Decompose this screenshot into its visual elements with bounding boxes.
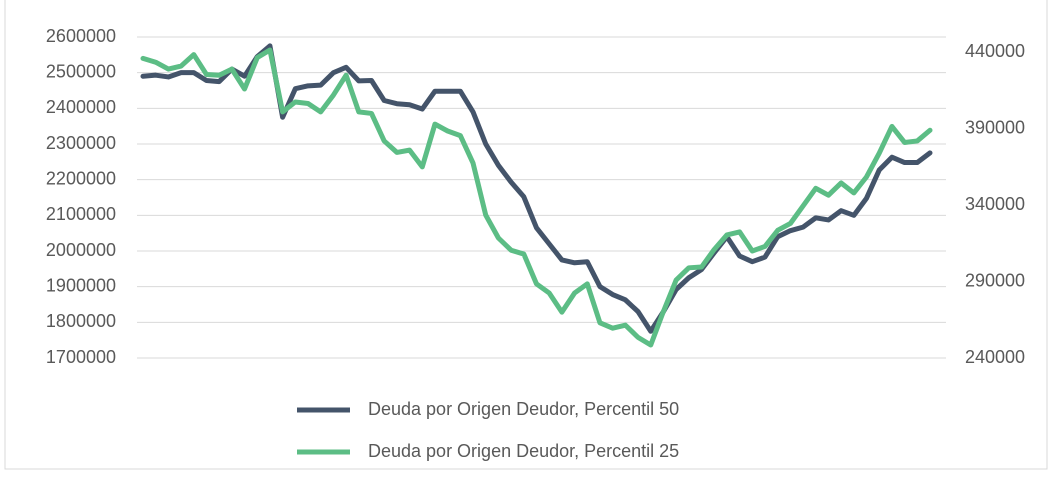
y-tick-label: 2100000 [46, 204, 116, 224]
y-tick-label: 2400000 [46, 97, 116, 117]
y-tick-label: 2500000 [46, 61, 116, 81]
y-tick-label: 1800000 [46, 311, 116, 331]
y2-tick-label: 240000 [965, 347, 1025, 367]
y2-tick-label: 340000 [965, 194, 1025, 214]
line-series [140, 43, 933, 334]
y-tick-label: 2600000 [46, 26, 116, 46]
legend-label: Deuda por Origen Deudor, Percentil 50 [368, 399, 679, 419]
legend-label: Deuda por Origen Deudor, Percentil 25 [368, 441, 679, 461]
y2-tick-label: 440000 [965, 41, 1025, 61]
line-series [140, 47, 933, 348]
y-tick-label: 2300000 [46, 133, 116, 153]
y-tick-label: 1900000 [46, 275, 116, 295]
y-tick-label: 2200000 [46, 168, 116, 188]
y-tick-label: 2000000 [46, 240, 116, 260]
chart-border [4, 0, 1048, 470]
y2-tick-label: 290000 [965, 270, 1025, 290]
y2-tick-label: 390000 [965, 117, 1025, 137]
y-tick-label: 1700000 [46, 347, 116, 367]
